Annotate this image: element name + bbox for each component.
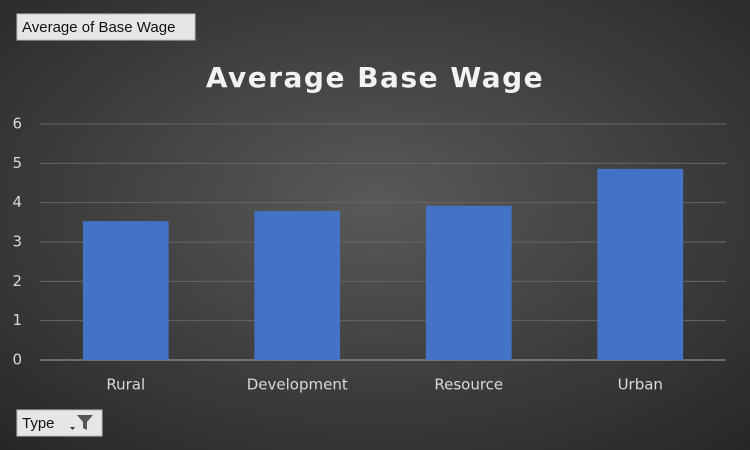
x-tick-label: Rural bbox=[106, 376, 145, 394]
y-tick-label: 2 bbox=[12, 272, 22, 290]
y-tick-label: 4 bbox=[12, 193, 22, 211]
y-tick-label: 6 bbox=[12, 115, 22, 133]
axis-field-button[interactable] bbox=[16, 409, 103, 437]
bar bbox=[254, 210, 341, 360]
y-tick-label: 5 bbox=[12, 154, 22, 172]
y-tick-label: 3 bbox=[12, 233, 22, 251]
x-tick-label: Resource bbox=[434, 376, 503, 394]
value-field-button[interactable] bbox=[16, 13, 196, 41]
axis-field-label: Type bbox=[22, 415, 55, 432]
bar bbox=[82, 221, 169, 360]
value-field-label: Average of Base Wage bbox=[22, 19, 175, 36]
bar bbox=[425, 205, 512, 360]
y-tick-label: 1 bbox=[12, 311, 22, 329]
x-tick-label: Urban bbox=[618, 376, 663, 394]
bar bbox=[597, 168, 684, 360]
dropdown-arrow bbox=[70, 427, 75, 430]
chart-title: Average Base Wage bbox=[206, 61, 544, 94]
x-tick-label: Development bbox=[247, 376, 348, 394]
y-tick-label: 0 bbox=[12, 351, 22, 369]
filter-icon bbox=[77, 415, 93, 430]
